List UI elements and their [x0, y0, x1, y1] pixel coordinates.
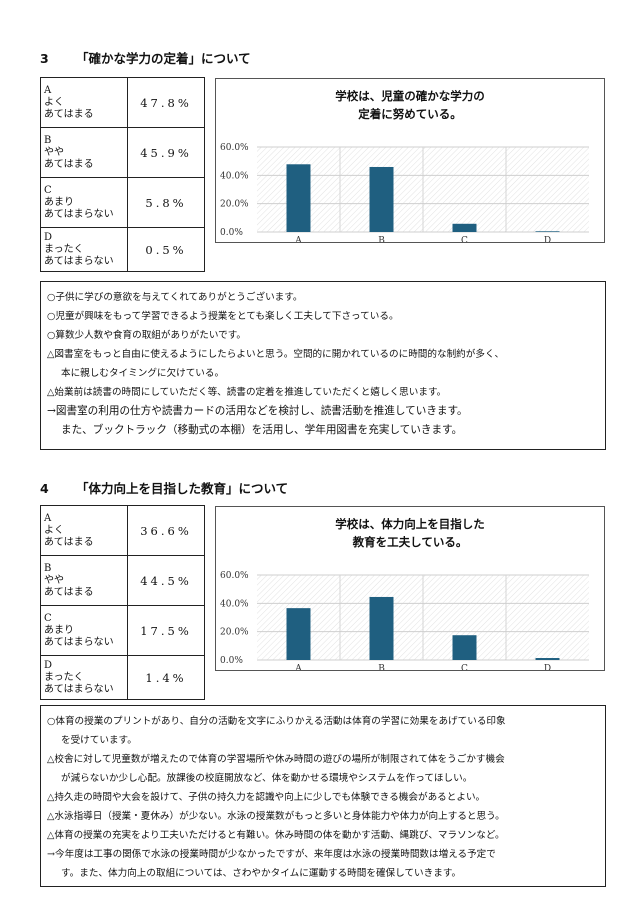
percentage-a: 36.6%: [127, 505, 205, 556]
section-4-heading: 「体力向上を目指した教育」について: [76, 481, 289, 496]
y-tick-label: 60.0%: [220, 571, 249, 581]
section-3-title: 3 「確かな学力の定着」について: [40, 48, 251, 67]
section-4-response-table: A よく あてはまる 36.6% B やや あてはまる 44.5% C あまり …: [40, 505, 205, 700]
table-row: A よく あてはまる 36.6%: [40, 505, 205, 556]
y-tick-label: 20.0%: [220, 200, 249, 210]
bar: [452, 635, 477, 660]
percentage-c: 17.5%: [127, 605, 205, 656]
table-row: C あまり あてはまらない 5.8%: [40, 177, 205, 228]
x-tick-label: D: [544, 236, 551, 242]
x-tick-label: A: [294, 664, 302, 670]
table-row: C あまり あてはまらない 17.5%: [40, 605, 205, 656]
percentage-c: 5.8%: [127, 177, 205, 228]
section-4-comments: ○体育の授業のプリントがあり、自分の活動を文字にふりかえる活動は体育の学習に効果…: [40, 705, 606, 887]
section-3-heading: 「確かな学力の定着」について: [76, 51, 251, 66]
chart-title: 学校は、体力向上を目指した 教育を工夫している。: [335, 517, 485, 549]
bar: [535, 658, 560, 660]
y-tick-label: 40.0%: [220, 599, 249, 609]
table-row: B やや あてはまる 45.9%: [40, 127, 205, 178]
option-label-d: D まったく あてはまらない: [40, 655, 128, 700]
bar: [286, 164, 311, 232]
y-tick-label: 20.0%: [220, 628, 249, 638]
bar: [369, 596, 394, 660]
y-tick-label: 40.0%: [220, 171, 249, 181]
comment-line: △始業前は読書の時間にしていただく等、読書の定着を推進していただくと嬉しく思いま…: [47, 387, 447, 398]
bar-chart-svg: 0.0% 20.0% 40.0% 60.0% A B C D: [220, 143, 589, 242]
comment-line: →今年度は工事の関係で水泳の授業時間が少なかったですが、来年度は水泳の授業時間数…: [47, 849, 496, 860]
x-tick-label: A: [294, 236, 302, 242]
percentage-b: 45.9%: [127, 127, 205, 178]
section-3-number: 3: [40, 51, 49, 66]
option-label-a: A よく あてはまる: [40, 505, 128, 556]
table-row: A よく あてはまる 47.8%: [40, 77, 205, 128]
comment-line: ○児童が興味をもって学習できるよう授業をとても楽しく工夫して下さっている。: [47, 311, 399, 322]
y-tick-label: 60.0%: [220, 143, 249, 153]
comment-line: △校舎に対して児童数が増えたので体育の学習場所や休み時間の遊びの場所が制限されて…: [47, 754, 505, 765]
comment-line: △図書室をもっと自由に使えるようにしたらよいと思う。空間的に開かれているのに時間…: [47, 349, 505, 360]
table-row: D まったく あてはまらない 0.5%: [40, 227, 205, 272]
bar: [286, 608, 311, 660]
comment-line: ○子供に学びの意欲を与えてくれてありがとうございます。: [47, 292, 303, 303]
comment-line: △持久走の時間や大会を設けて、子供の持久力を認識や向上に少しでも体験できる機会が…: [47, 792, 486, 803]
y-tick-label: 0.0%: [220, 228, 243, 238]
option-label-d: D まったく あてはまらない: [40, 227, 128, 272]
bar: [452, 223, 477, 232]
option-label-b: B やや あてはまる: [40, 127, 128, 178]
bar: [369, 166, 394, 232]
x-tick-label: B: [378, 236, 385, 242]
comment-line: ○体育の授業のプリントがあり、自分の活動を文字にふりかえる活動は体育の学習に効果…: [47, 716, 506, 727]
section-4-title: 4 「体力向上を目指した教育」について: [40, 478, 288, 497]
section-4-chart: 学校は、体力向上を目指した 教育を工夫している。 0.0% 20.0% 40.0% 6…: [215, 506, 605, 671]
percentage-a: 47.8%: [127, 77, 205, 128]
x-tick-label: B: [378, 664, 385, 670]
chart-title: 学校は、児童の確かな学力の 定着に努めている。: [335, 89, 485, 121]
table-row: D まったく あてはまらない 1.4%: [40, 655, 205, 700]
x-tick-label: C: [461, 236, 468, 242]
option-label-b: B やや あてはまる: [40, 555, 128, 606]
percentage-b: 44.5%: [127, 555, 205, 606]
x-tick-label: D: [544, 664, 551, 670]
x-tick-label: C: [461, 664, 468, 670]
comment-line: △水泳指導日（授業・夏休み）が少ない。水泳の授業数がもっと多いと身体能力や体力が…: [47, 811, 505, 822]
comment-line: す。また、体力向上の取組については、さわやかタイムに運動する時間を確保していきま…: [61, 868, 462, 879]
comment-line: 本に親しむタイミングに欠けている。: [61, 368, 225, 379]
bar: [535, 231, 560, 232]
comment-line: ○算数少人数や食育の取組がありがたいです。: [47, 330, 246, 341]
section-4-number: 4: [40, 481, 49, 496]
option-label-a: A よく あてはまる: [40, 77, 128, 128]
comment-line: また、ブックトラック（移動式の本棚）を活用し、学年用図書を充実していきます。: [61, 424, 463, 436]
comment-line: →図書室の利用の仕方や読書カードの活用などを検討し、読書活動を推進していきます。: [47, 405, 468, 417]
percentage-d: 1.4%: [127, 655, 205, 700]
section-3-comments: ○子供に学びの意欲を与えてくれてありがとうございます。 ○児童が興味をもって学習で…: [40, 281, 606, 450]
bar-chart-svg: 0.0% 20.0% 40.0% 60.0% A B C D: [220, 571, 589, 670]
section-3-chart: 学校は、児童の確かな学力の 定着に努めている。 0.0% 20.0% 40.0% 60…: [215, 78, 605, 243]
comment-line: を受けています。: [61, 735, 137, 746]
comment-line: が減らないか少し心配。放課後の校庭開放など、体を動かせる環境やシステムを作ってほ…: [61, 773, 473, 784]
y-tick-label: 0.0%: [220, 656, 243, 666]
percentage-d: 0.5%: [127, 227, 205, 272]
option-label-c: C あまり あてはまらない: [40, 605, 128, 656]
option-label-c: C あまり あてはまらない: [40, 177, 128, 228]
comment-line: △体育の授業の充実をより工夫いただけると有難い。休み時間の体を動かす活動、縄跳び…: [47, 830, 505, 841]
table-row: B やや あてはまる 44.5%: [40, 555, 205, 606]
section-3-response-table: A よく あてはまる 47.8% B やや あてはまる 45.9% C あまり …: [40, 77, 205, 272]
